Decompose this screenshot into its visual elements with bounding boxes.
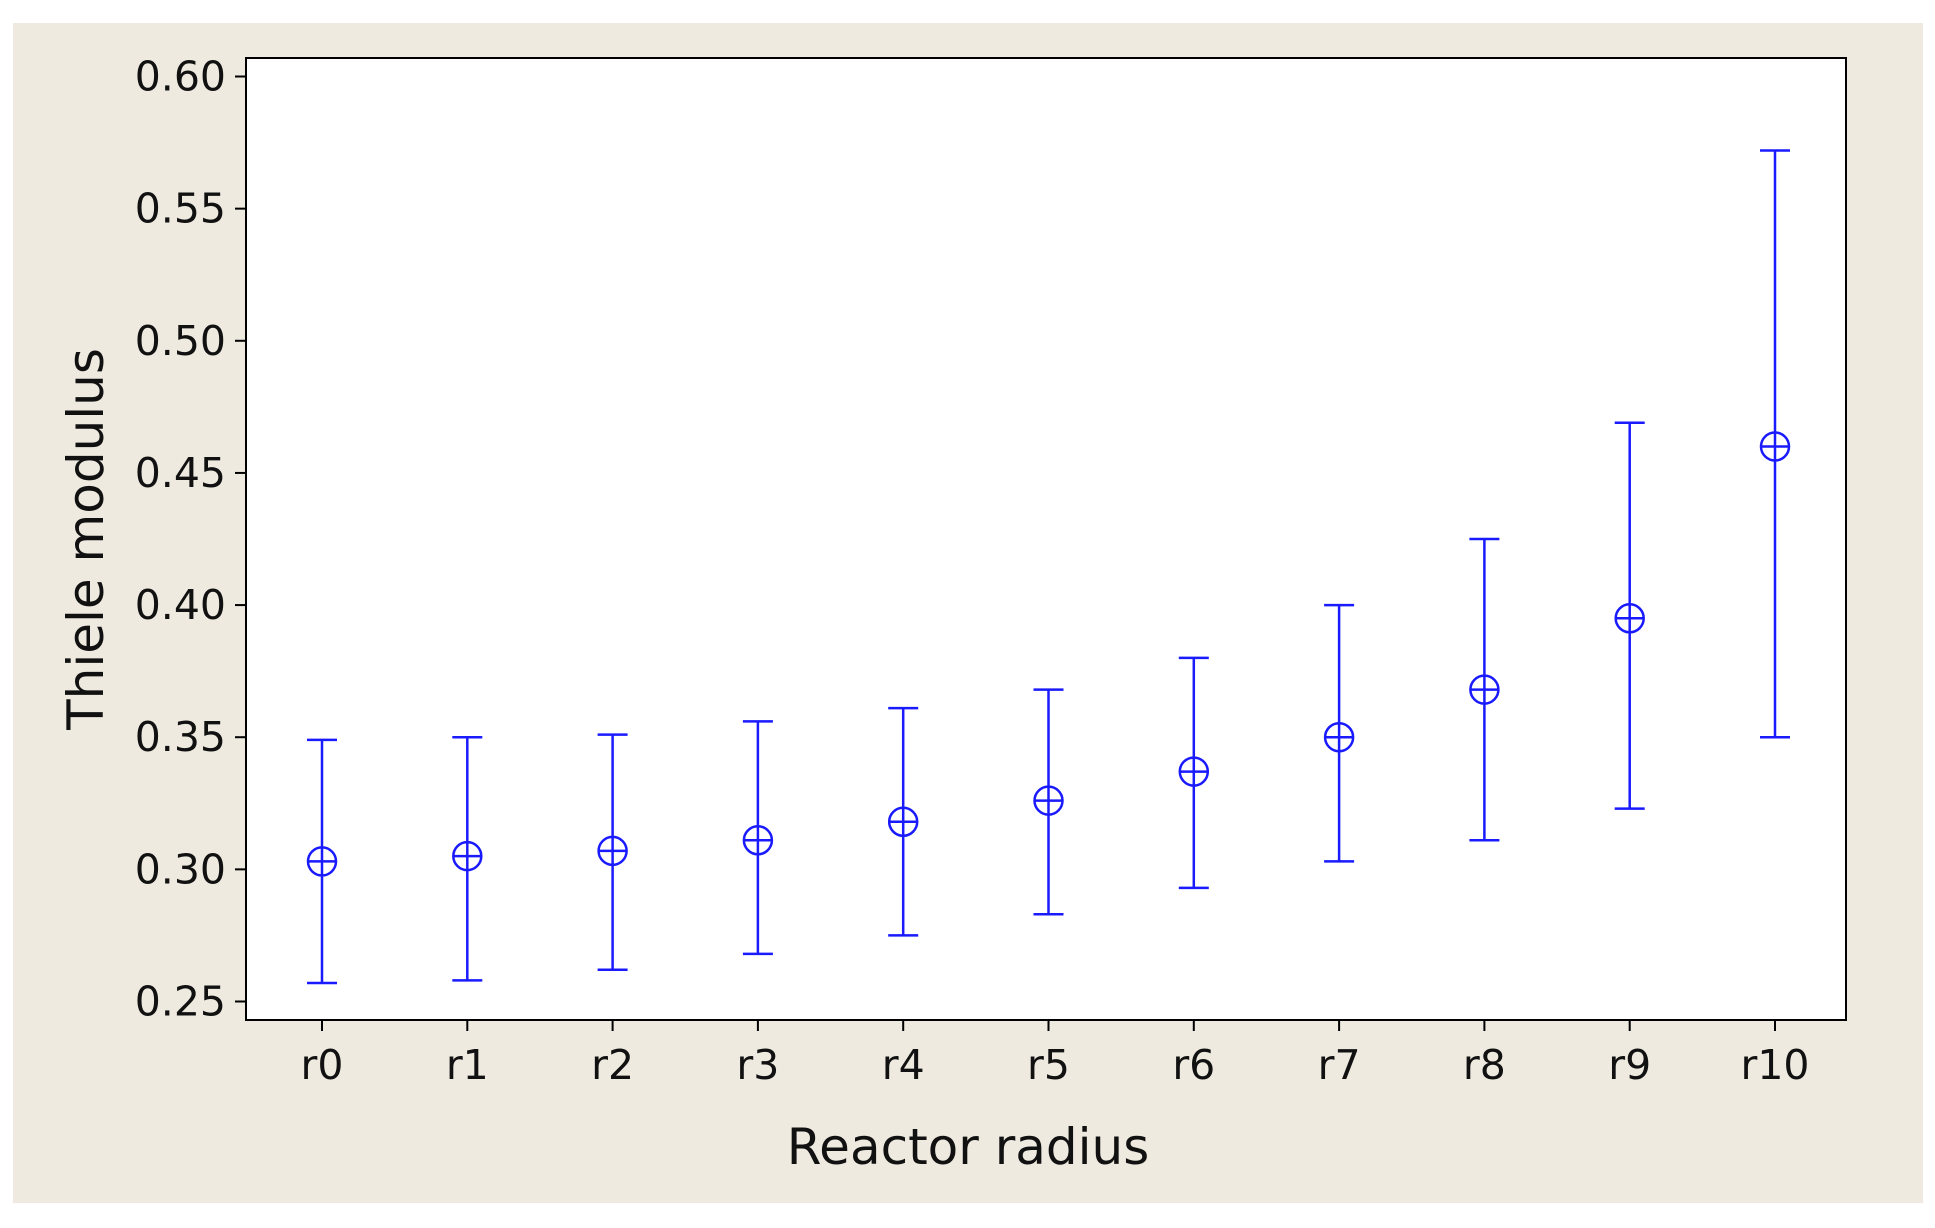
data-marks <box>306 149 1791 985</box>
interval-mark-r5 <box>1033 688 1064 916</box>
y-tick-label: 0.50 <box>135 317 226 365</box>
y-tick-label: 0.45 <box>135 449 226 497</box>
y-tick-label: 0.40 <box>135 581 226 629</box>
x-tick-label: r5 <box>1027 1041 1070 1089</box>
interval-mark-r8 <box>1469 537 1500 842</box>
plot-area <box>245 57 1847 1021</box>
interval-mark-r9 <box>1614 421 1645 810</box>
interval-mark-r7 <box>1323 603 1355 863</box>
interval-mark-r1 <box>452 735 483 982</box>
y-tick-label: 0.30 <box>135 845 226 893</box>
interval-mark-r6 <box>1178 656 1210 890</box>
y-tick-label: 0.25 <box>135 978 226 1026</box>
x-axis: r0 r1 r2 r3 r4 r5 r6 r7 r8 r9 r10 <box>301 1020 1810 1089</box>
y-axis-title: Thiele modulus <box>57 348 115 731</box>
interval-mark-r3 <box>742 720 774 956</box>
x-tick-label: r2 <box>591 1041 634 1089</box>
x-tick-label: r8 <box>1463 1041 1506 1089</box>
x-tick-label: r0 <box>301 1041 344 1089</box>
x-tick-label: r1 <box>446 1041 489 1089</box>
y-axis: 0.25 0.30 0.35 0.40 0.45 0.50 0.55 0.60 <box>135 53 246 1026</box>
x-axis-title: Reactor radius <box>787 1118 1150 1176</box>
interval-mark-r0 <box>306 738 338 985</box>
x-tick-label: r7 <box>1318 1041 1361 1089</box>
x-tick-label: r4 <box>882 1041 925 1089</box>
y-tick-label: 0.60 <box>135 53 226 101</box>
x-tick-label: r6 <box>1172 1041 1215 1089</box>
x-tick-label: r3 <box>736 1041 779 1089</box>
y-tick-label: 0.35 <box>135 713 226 761</box>
x-tick-label: r10 <box>1740 1041 1809 1089</box>
interval-mark-r10 <box>1759 149 1791 739</box>
interval-mark-r4 <box>887 706 919 937</box>
x-tick-label: r9 <box>1608 1041 1651 1089</box>
interval-mark-r2 <box>597 733 628 972</box>
y-tick-label: 0.55 <box>135 185 226 233</box>
